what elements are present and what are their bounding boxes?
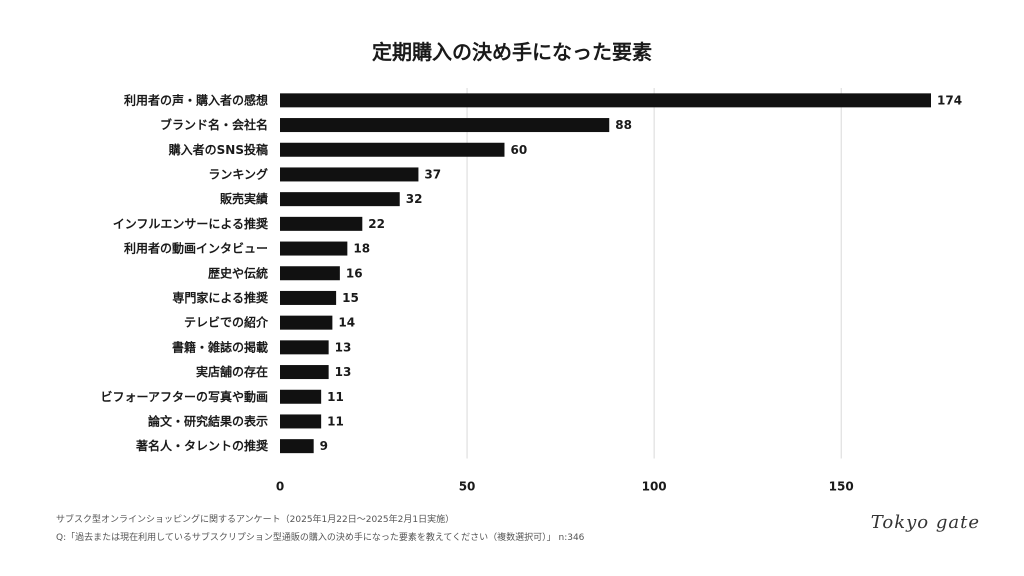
category-label: 歴史や伝統 bbox=[208, 265, 268, 280]
x-tick-label: 0 bbox=[276, 480, 284, 494]
category-label: ブランド名・会社名 bbox=[160, 117, 268, 132]
bar bbox=[280, 118, 610, 133]
bar bbox=[280, 365, 329, 380]
value-label: 11 bbox=[327, 390, 344, 404]
bar bbox=[280, 439, 314, 454]
survey-footnote: サブスク型オンラインショッピングに関するアンケート（2025年1月22日〜202… bbox=[56, 515, 455, 525]
bar bbox=[280, 414, 322, 429]
value-label: 32 bbox=[406, 192, 423, 206]
bar bbox=[280, 315, 333, 330]
category-label: 書籍・雑誌の掲載 bbox=[172, 339, 268, 354]
x-tick-label: 150 bbox=[829, 480, 854, 494]
value-label: 18 bbox=[353, 242, 370, 256]
bar bbox=[280, 290, 337, 305]
bar bbox=[280, 192, 400, 207]
category-label: 利用者の声・購入者の感想 bbox=[124, 92, 268, 107]
category-label: 販売実績 bbox=[220, 191, 268, 206]
value-label: 37 bbox=[424, 167, 441, 181]
bar bbox=[280, 241, 348, 256]
value-label: 13 bbox=[335, 340, 352, 354]
category-label: 実店舗の存在 bbox=[196, 364, 268, 379]
category-label: インフルエンサーによる推奨 bbox=[113, 216, 269, 231]
category-label: 購入者のSNS投稿 bbox=[168, 142, 268, 157]
value-label: 60 bbox=[510, 143, 527, 157]
category-label: 論文・研究結果の表示 bbox=[148, 413, 268, 428]
value-label: 15 bbox=[342, 291, 359, 305]
category-label: テレビでの紹介 bbox=[184, 315, 269, 330]
bar bbox=[280, 93, 931, 108]
bar bbox=[280, 216, 363, 231]
bar bbox=[280, 340, 329, 355]
x-tick-label: 50 bbox=[459, 480, 476, 494]
label-layer: 利用者の声・購入者の感想 174 ブランド名・会社名 88 購入者のSNS投稿 60 ランキ… bbox=[100, 92, 962, 453]
tokyo-gate-logo: Tokyo gate bbox=[870, 512, 980, 533]
x-axis-ticks: 0 50 100 150 bbox=[276, 480, 854, 494]
x-tick-label: 100 bbox=[642, 480, 667, 494]
question-footnote: Q:「過去または現在利用しているサブスクリプション型通販の購入の決め手になった要… bbox=[56, 533, 585, 543]
value-label: 13 bbox=[335, 365, 352, 379]
value-label: 14 bbox=[338, 316, 355, 330]
value-label: 11 bbox=[327, 414, 344, 428]
value-label: 9 bbox=[320, 439, 328, 453]
chart-title: 定期購入の決め手になった要素 bbox=[372, 40, 652, 64]
category-label: ランキング bbox=[208, 166, 268, 181]
category-label: 利用者の動画インタビュー bbox=[124, 241, 268, 256]
value-label: 88 bbox=[615, 118, 632, 132]
bar bbox=[280, 167, 419, 182]
category-label: 専門家による推奨 bbox=[172, 290, 269, 305]
bar bbox=[280, 389, 322, 404]
category-label: ビフォーアフターの写真や動画 bbox=[100, 389, 268, 404]
bar bbox=[280, 142, 505, 157]
value-label: 16 bbox=[346, 266, 363, 280]
value-label: 174 bbox=[937, 93, 962, 107]
value-label: 22 bbox=[368, 217, 385, 231]
bar-layer bbox=[280, 93, 931, 454]
bar bbox=[280, 266, 340, 281]
category-label: 著名人・タレントの推奨 bbox=[135, 438, 269, 453]
